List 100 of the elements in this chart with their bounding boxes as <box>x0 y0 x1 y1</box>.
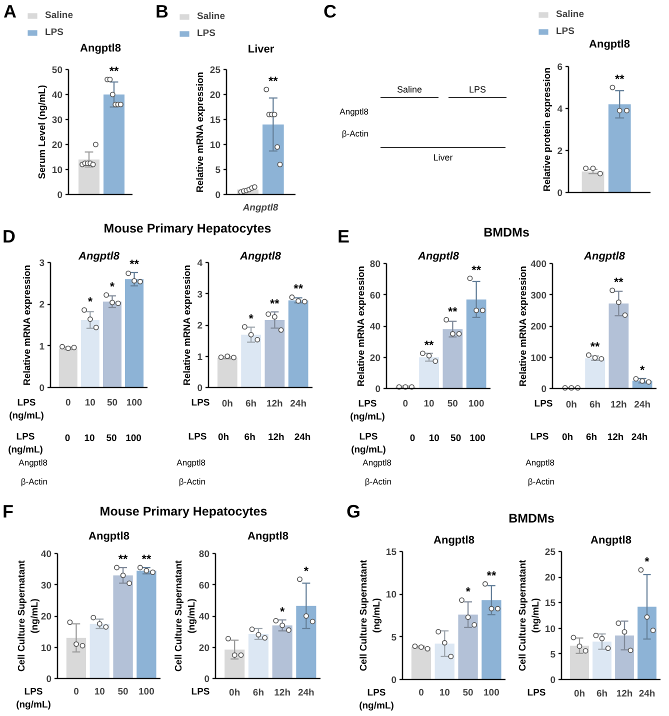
annotation: * <box>644 554 650 568</box>
x-tick-label: 0h <box>229 688 240 698</box>
legend-label: LPS <box>45 27 64 38</box>
y-tick-label: 25 <box>544 547 556 558</box>
x-tick-label: 0h <box>566 400 578 410</box>
category-label: β-Actin <box>364 476 392 486</box>
text: A <box>4 2 16 22</box>
category-label: β-Actin <box>178 476 206 486</box>
y-tick-label: 0 <box>215 190 221 201</box>
category-label: Angptl8 <box>18 458 48 468</box>
y-tick-label: 40 <box>52 90 63 101</box>
annotation: * <box>248 311 254 326</box>
text: BMDMs <box>484 226 530 240</box>
y-tick-label: 4 <box>557 104 564 115</box>
x-tick-label: 50 <box>462 688 474 698</box>
text: Mouse Primary Hepatocytes <box>100 504 268 518</box>
x-tick-label: 100 <box>138 686 154 698</box>
y-tick-label: 30 <box>40 580 52 592</box>
y-tick-label: 1 <box>197 352 204 363</box>
y-tick-label: 300 <box>530 290 547 302</box>
text: G <box>346 502 361 522</box>
legend-label: LPS <box>556 26 576 37</box>
annotation: ** <box>614 72 625 86</box>
x-tick-label: 6h <box>252 688 264 698</box>
x-tick-label: 12h <box>266 398 284 410</box>
text: Mouse Primary Hepatocytes <box>104 222 272 236</box>
y-axis-title: Relative mRNA expression <box>22 264 33 386</box>
y-tick-label: 20 <box>210 90 221 101</box>
category-label: LPS <box>468 84 486 94</box>
annotation: * <box>88 294 93 308</box>
x-tick-label: 12h <box>616 688 633 700</box>
chart-title: Angptl8 <box>80 42 121 54</box>
category-label: β-Actin <box>342 128 369 138</box>
chart-title: Angptl8 <box>417 250 460 262</box>
text: B <box>156 2 168 22</box>
y-tick-label: 6 <box>557 62 563 73</box>
y-tick-label: 2 <box>557 146 563 157</box>
annotation: ** <box>590 340 600 354</box>
y-tick-label: 5 <box>391 632 398 644</box>
y-tick-label: 0 <box>391 675 397 686</box>
x-tick-label: 24h <box>634 400 651 410</box>
annotation: ** <box>142 552 152 566</box>
text: LPS (ng/mL) <box>351 432 386 456</box>
y-axis-title: Cell Culture Supernatant (ng/mL) <box>173 559 198 672</box>
annotation: ** <box>472 262 482 277</box>
category-label: Angptl8 <box>362 458 392 468</box>
y-tick-label: 15 <box>210 115 222 126</box>
category-label: Angptl8 <box>526 458 555 468</box>
y-tick-label: 40 <box>198 612 210 622</box>
y-axis-title: Relative protein expression <box>542 67 553 192</box>
chart-title: Angptl8 <box>78 250 120 262</box>
annotation: ** <box>614 274 624 289</box>
legend-label: Saline <box>556 9 584 20</box>
x-tick-label: 50 <box>447 398 458 410</box>
x-tick-label: 12h <box>610 400 628 410</box>
y-axis-title: Relative mRNA expression <box>195 72 206 192</box>
y-tick-label: 10 <box>40 642 52 654</box>
y-tick-label: 40 <box>40 549 52 560</box>
chart-title: Angptl8 <box>583 250 626 262</box>
x-axis-title: LPS <box>191 398 210 408</box>
annotation: * <box>640 363 645 377</box>
x-tick-label: 100 <box>468 398 484 410</box>
y-tick-label: 15 <box>386 547 398 558</box>
category-label: Saline <box>396 84 422 94</box>
y-axis-title: Serum Level (ng/mL) <box>37 85 48 179</box>
x-tick-label: 0 <box>402 398 408 410</box>
y-tick-label: 60 <box>198 580 210 592</box>
x-axis-title: LPS (ng/mL) <box>16 686 51 711</box>
legend-label: LPS <box>197 28 216 39</box>
x-tick-label: 6h <box>246 398 257 410</box>
y-tick-label: 0 <box>39 383 45 394</box>
y-tick-label: 2 <box>39 300 45 311</box>
annotation: ** <box>268 74 278 88</box>
x-tick-label: 24h <box>638 688 656 700</box>
y-tick-label: 80 <box>370 259 381 270</box>
x-axis-title: LPS <box>527 688 546 698</box>
y-axis-title: Cell Culture Supernatant (ng/mL) <box>358 558 383 672</box>
text: F <box>2 502 14 522</box>
x-tick-label: 0 <box>64 433 70 444</box>
annotation: ** <box>294 282 304 296</box>
annotation: ** <box>130 257 140 271</box>
chart-title: Angptl8 <box>88 530 130 542</box>
y-tick-label: 0 <box>204 674 210 685</box>
x-tick-label: 6h <box>596 688 608 700</box>
annotation: ** <box>109 64 119 78</box>
x-tick-label: 10 <box>439 688 450 698</box>
chart-title: Angptl8 <box>590 534 632 546</box>
y-tick-label: 20 <box>198 642 210 654</box>
y-tick-label: 0 <box>557 188 563 199</box>
y-tick-label: 25 <box>210 65 222 76</box>
y-tick-label: 5 <box>215 165 222 176</box>
category-label: β-Actin <box>528 476 555 486</box>
y-tick-label: 10 <box>544 624 556 635</box>
y-axis-title: Relative mRNA expression <box>182 264 193 386</box>
category-label: Angptl8 <box>340 106 369 116</box>
y-tick-label: 80 <box>198 549 210 560</box>
annotation: ** <box>448 304 458 318</box>
y-tick-label: 40 <box>370 322 381 332</box>
x-tick-label: 10 <box>94 686 105 698</box>
annotation: * <box>110 280 115 294</box>
